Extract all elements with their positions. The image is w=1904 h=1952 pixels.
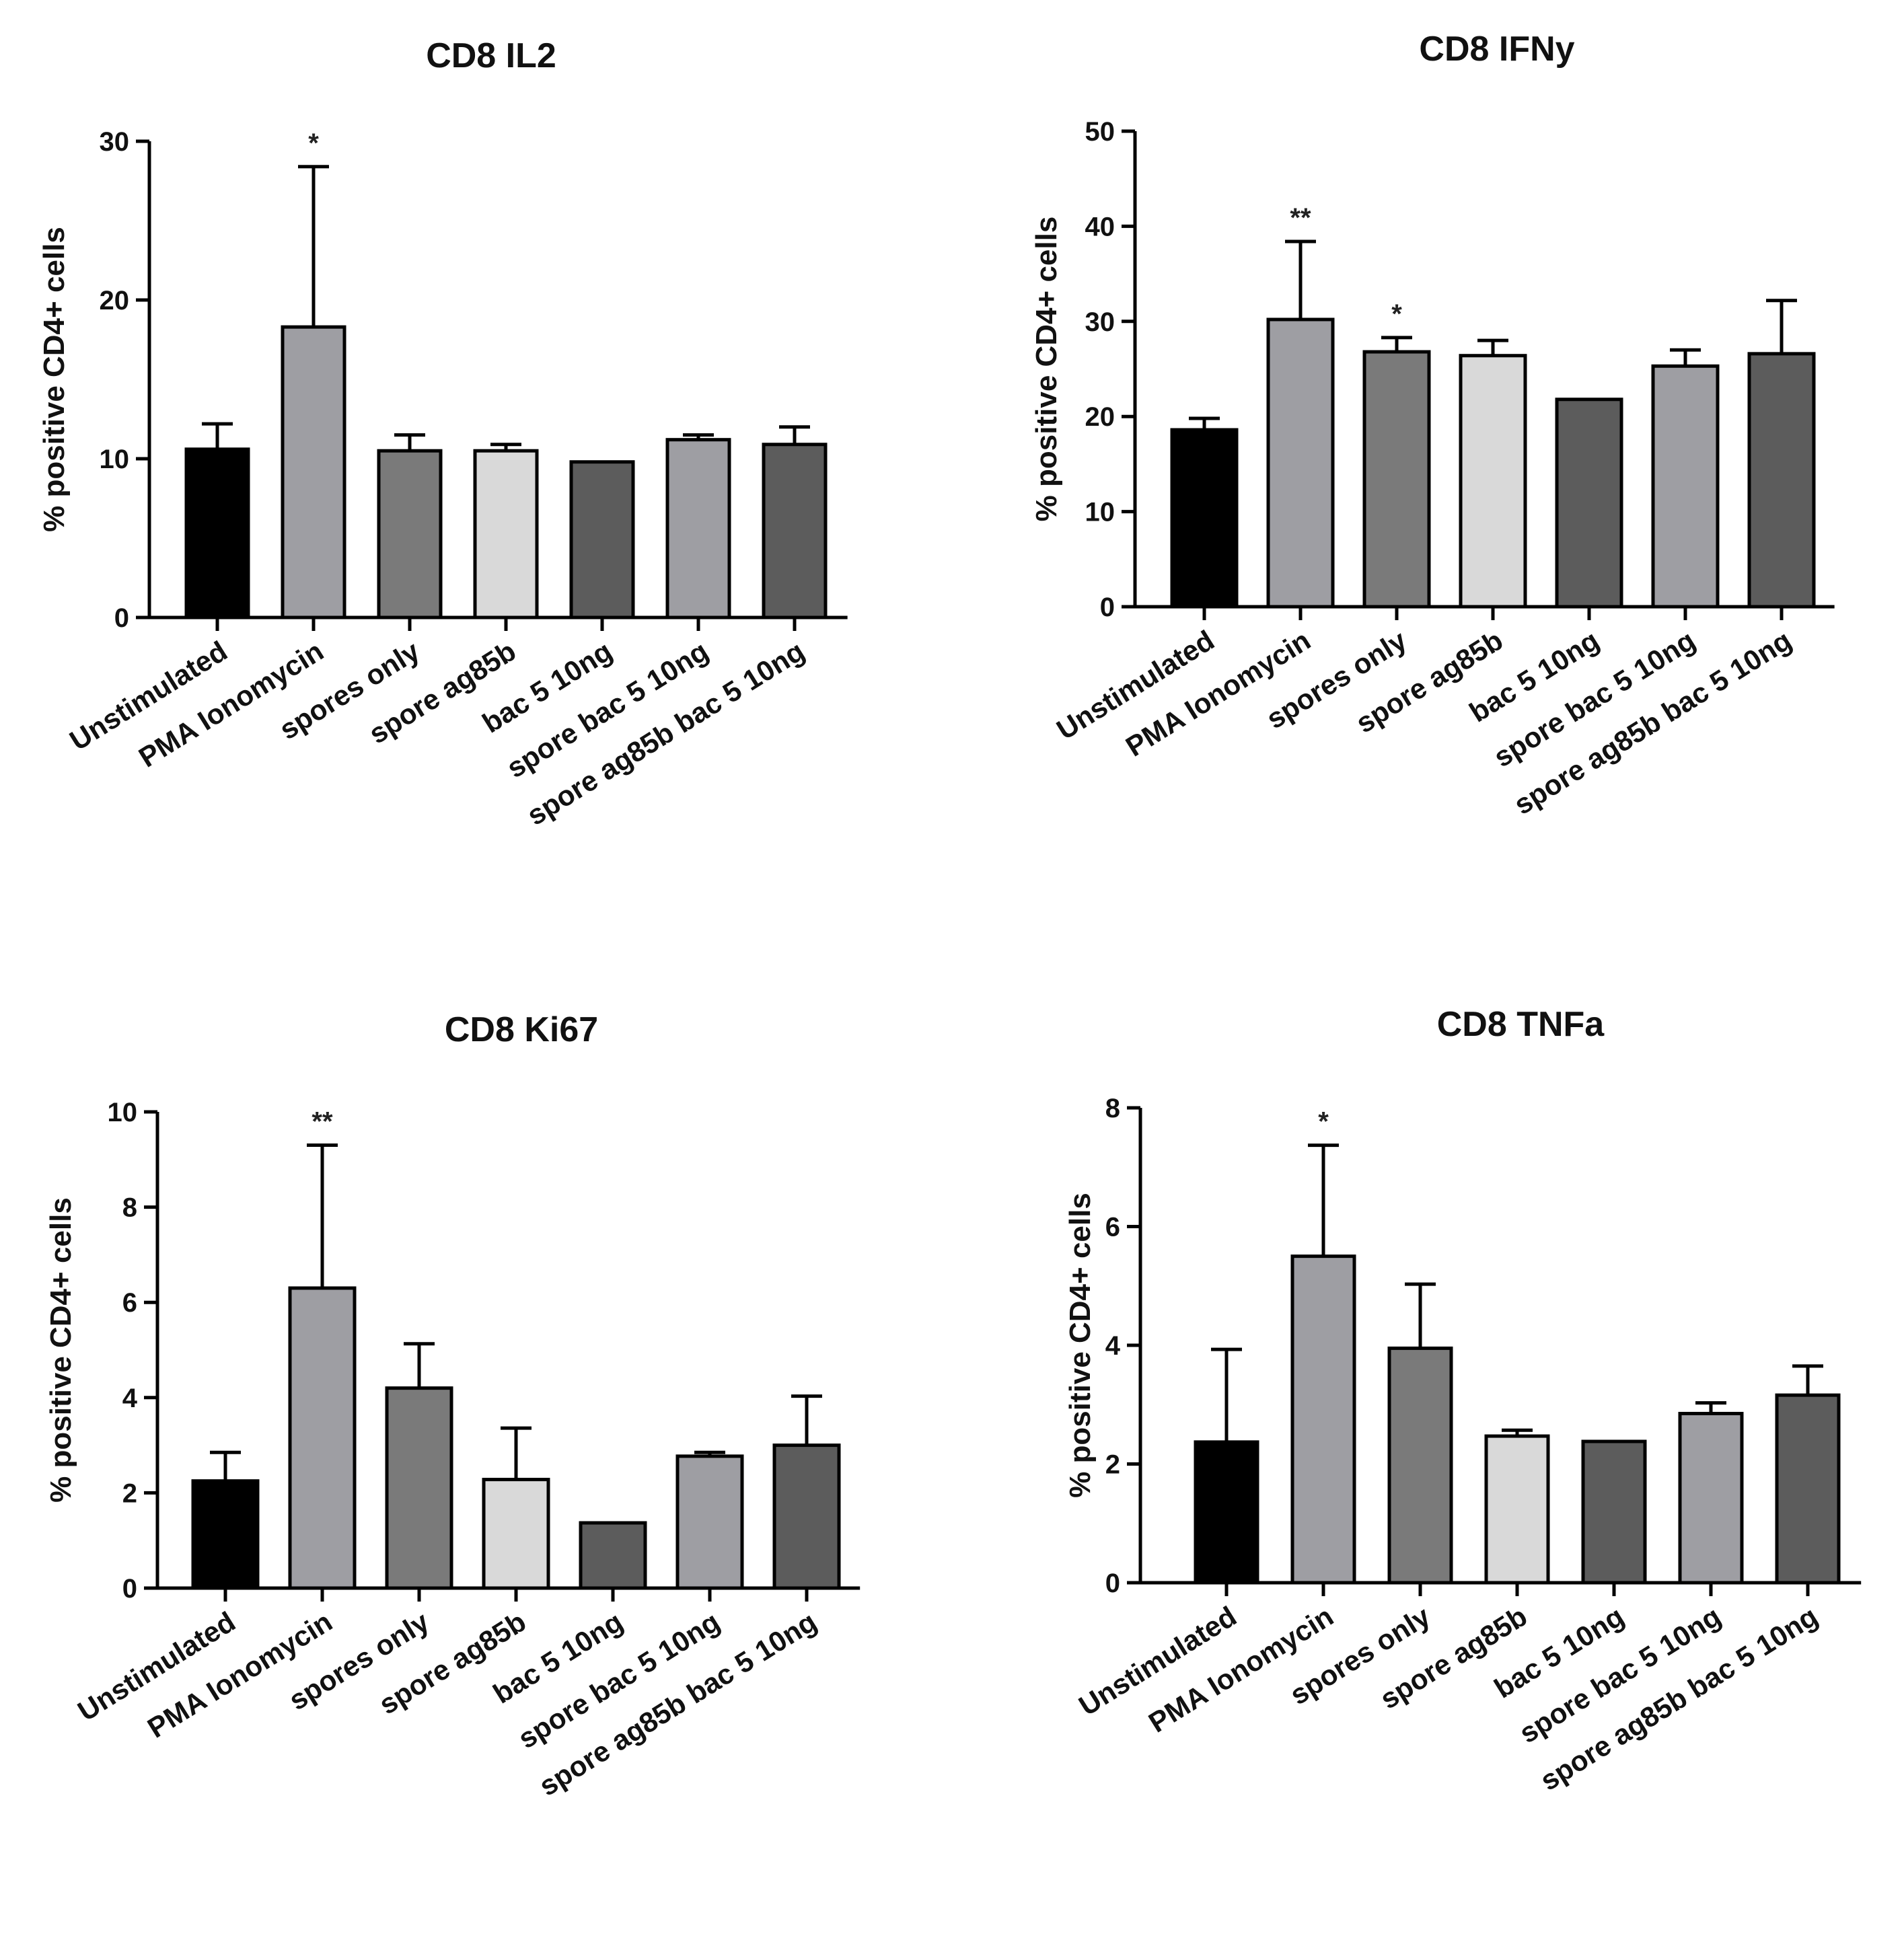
y-tick-label-3: 20 bbox=[1085, 402, 1115, 432]
chart-title: CD8 IFNy bbox=[1419, 30, 1574, 69]
y-tick-label-3: 20 bbox=[100, 286, 130, 315]
bar-3 bbox=[1387, 1346, 1453, 1585]
bar-5 bbox=[1555, 398, 1623, 609]
bar-7 bbox=[762, 443, 828, 620]
bar-1 bbox=[191, 1479, 260, 1590]
bar-3 bbox=[385, 1386, 453, 1590]
bar-3 bbox=[1362, 350, 1431, 609]
y-axis-label: % positive CD4+ cells bbox=[1064, 1193, 1097, 1498]
y-tick-label-5: 8 bbox=[1105, 1094, 1120, 1123]
bar-6 bbox=[675, 1454, 744, 1590]
bar-2 bbox=[1266, 317, 1335, 609]
bar-4 bbox=[1484, 1434, 1550, 1585]
y-tick-label-4: 30 bbox=[100, 127, 130, 157]
y-tick-label-5: 8 bbox=[122, 1193, 137, 1223]
bar-1 bbox=[1194, 1440, 1259, 1585]
bar-6 bbox=[1678, 1411, 1744, 1585]
chart-panel-4: CD8 TNFa% positive CD4+ cellsUnstimulate… bbox=[1064, 1005, 1862, 1797]
y-tick-label-1: 0 bbox=[1105, 1569, 1120, 1598]
y-tick-label-2: 10 bbox=[100, 445, 130, 474]
chart-title: CD8 Ki67 bbox=[445, 1010, 598, 1049]
y-tick-label-1: 0 bbox=[114, 603, 129, 633]
y-tick-label-6: 10 bbox=[108, 1098, 138, 1127]
bar-1 bbox=[184, 447, 250, 620]
bar-4 bbox=[473, 449, 539, 620]
bar-2 bbox=[1290, 1254, 1356, 1585]
y-tick-label-3: 4 bbox=[1105, 1331, 1121, 1361]
y-tick-label-6: 50 bbox=[1085, 117, 1115, 147]
chart-title: CD8 IL2 bbox=[426, 36, 556, 75]
bar-5 bbox=[1581, 1439, 1647, 1585]
y-tick-label-2: 2 bbox=[122, 1478, 137, 1508]
significance-marker-2: * bbox=[1318, 1107, 1329, 1137]
y-tick-label-1: 0 bbox=[122, 1574, 137, 1604]
y-tick-label-4: 6 bbox=[1105, 1213, 1120, 1242]
y-tick-label-4: 30 bbox=[1085, 307, 1115, 337]
chart-panel-3: CD8 Ki67% positive CD4+ cellsUnstimulate… bbox=[44, 1010, 861, 1802]
y-tick-label-5: 40 bbox=[1085, 212, 1115, 241]
y-tick-label-3: 4 bbox=[122, 1384, 138, 1413]
bar-5 bbox=[579, 1521, 647, 1590]
bar-1 bbox=[1170, 428, 1239, 609]
significance-marker-2: ** bbox=[312, 1107, 333, 1137]
y-tick-label-1: 0 bbox=[1100, 593, 1115, 622]
bar-7 bbox=[772, 1443, 841, 1590]
bar-2 bbox=[288, 1286, 357, 1590]
chart-title: CD8 TNFa bbox=[1437, 1005, 1605, 1044]
significance-marker-2: * bbox=[308, 128, 319, 158]
bar-6 bbox=[665, 438, 731, 620]
bar-5 bbox=[569, 460, 635, 620]
chart-panel-2: CD8 IFNy% positive CD4+ cellsUnstimulate… bbox=[1030, 30, 1835, 821]
y-axis-label: % positive CD4+ cells bbox=[38, 227, 71, 532]
significance-marker-2: ** bbox=[1290, 203, 1311, 233]
bar-7 bbox=[1747, 352, 1816, 609]
significance-marker-3: * bbox=[1391, 299, 1402, 329]
y-tick-label-2: 2 bbox=[1105, 1450, 1120, 1480]
bar-4 bbox=[1459, 354, 1527, 609]
y-axis-label: % positive CD4+ cells bbox=[44, 1197, 77, 1503]
bar-4 bbox=[482, 1478, 550, 1590]
bar-3 bbox=[377, 449, 443, 620]
y-tick-label-2: 10 bbox=[1085, 498, 1115, 527]
bar-6 bbox=[1651, 364, 1720, 609]
chart-panel-1: CD8 IL2% positive CD4+ cellsUnstimulated… bbox=[38, 36, 848, 831]
y-axis-label: % positive CD4+ cells bbox=[1030, 217, 1063, 522]
y-tick-label-4: 6 bbox=[122, 1288, 137, 1318]
bar-2 bbox=[281, 325, 346, 620]
bar-7 bbox=[1775, 1393, 1841, 1585]
